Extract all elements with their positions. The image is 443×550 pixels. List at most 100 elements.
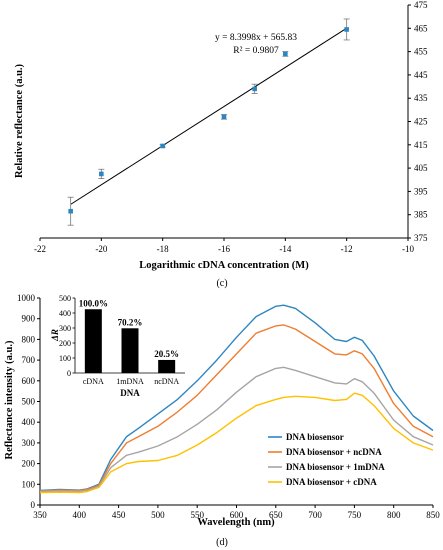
inset-category-label: cDNA	[83, 377, 104, 386]
d-legend-entry: DNA biosensor + ncDNA	[268, 447, 382, 457]
d-legend-entry: DNA biosensor	[268, 432, 344, 442]
c-x-tick-label: -14	[279, 244, 291, 254]
d-x-tick-label: 500	[151, 510, 165, 520]
inset-bar	[84, 309, 102, 373]
d-y-tick-label: 0	[31, 500, 36, 510]
d-legend: DNA biosensor DNA biosensor + ncDNA DNA bi…	[268, 432, 385, 487]
d-series-line	[39, 324, 434, 492]
inset-bar-value-label: 100.0%	[79, 298, 108, 308]
d-y-tick-label: 700	[22, 355, 36, 365]
d-legend-label: DNA biosensor + ncDNA	[286, 447, 382, 457]
inset-y-label: ΔR	[50, 329, 60, 342]
c-x-tick-label: -18	[157, 244, 169, 254]
c-y-tick-label: 425	[414, 117, 428, 127]
inset-y-tick-label: 100	[59, 354, 71, 363]
d-legend-entry: DNA biosensor + cDNA	[268, 477, 377, 487]
inset-y-tick-label: 400	[59, 309, 71, 318]
c-x-tick-label: -16	[218, 244, 230, 254]
inset-bar-value-label: 20.5%	[154, 349, 179, 359]
inset-bar	[121, 328, 139, 373]
inset-bar-group: 70.2% 1mDNA	[116, 317, 144, 386]
inset-bar-group: 20.5% ncDNA	[154, 349, 179, 386]
c-data-point	[282, 51, 289, 57]
inset-y-tick-label: 200	[59, 339, 71, 348]
c-point-marker	[68, 208, 73, 214]
c-fit-line	[70, 27, 347, 205]
d-series-line	[39, 366, 434, 493]
inset-bar-chart: 0 100 200 300 400 500 100.0% cDNA 70.2% 1mDNA 20.…	[50, 294, 185, 398]
d-y-tick-label: 900	[22, 314, 36, 324]
d-x-tick-label: 400	[73, 510, 87, 520]
d-x-tick-label: 550	[190, 510, 204, 520]
c-y-tick-label: 455	[414, 47, 428, 57]
c-data-point	[251, 83, 258, 94]
inset-y-tick-label: 500	[59, 294, 71, 303]
inset-bar-value-label: 70.2%	[118, 317, 143, 327]
inset-x-label: DNA	[120, 388, 140, 398]
d-y-tick-label: 600	[22, 376, 36, 386]
c-x-tick-label: -12	[341, 244, 353, 254]
c-point-marker	[160, 143, 165, 149]
d-y-tick-label: 100	[22, 479, 36, 489]
d-y-tick-label: 200	[22, 459, 36, 469]
d-legend-label: DNA biosensor + 1mDNA	[286, 462, 385, 472]
c-x-tick-label: -10	[402, 244, 414, 254]
c-y-tick-label: 375	[414, 233, 428, 243]
c-y-tick-label: 465	[414, 23, 428, 33]
inset-y-tick-label: 0	[67, 369, 71, 378]
inset-category-label: 1mDNA	[116, 377, 144, 386]
d-y-tick-label: 800	[22, 334, 36, 344]
c-data-point	[98, 168, 105, 179]
d-series-line	[39, 304, 434, 492]
c-x-tick-label: -22	[34, 244, 46, 254]
d-x-tick-label: 350	[33, 510, 47, 520]
d-x-tick-label: 450	[112, 510, 126, 520]
c-y-tick-label: 475	[414, 0, 428, 10]
d-y-tick-label: 400	[22, 417, 36, 427]
c-panel-label: (c)	[216, 278, 227, 289]
c-data-point	[67, 196, 74, 226]
d-x-tick-label: 800	[387, 510, 401, 520]
d-x-label: Wavelength (nm)	[197, 517, 275, 528]
c-data-point	[159, 143, 166, 149]
inset-category-label: ncDNA	[154, 377, 179, 386]
reflectance-spectra-chart: 350 400 450 500 550 600 650 700 750 800 850 0 100 20…	[4, 293, 440, 548]
c-point-marker	[99, 171, 104, 177]
c-y-label: Relative reflectance (a.u.)	[14, 63, 25, 178]
c-x-tick-label: -20	[95, 244, 107, 254]
d-y-label: Reflectance intensity (a.u.)	[4, 340, 15, 459]
d-legend-label: DNA biosensor	[286, 432, 344, 442]
c-x-label: Logarithmic cDNA concentration (M)	[139, 260, 309, 271]
d-series-line	[39, 392, 434, 494]
inset-bar-group: 100.0% cDNA	[79, 298, 108, 386]
d-y-tick-label: 1000	[17, 293, 36, 303]
calibration-chart: -22 -20 -18 -16 -14 -12 -10 375 385 395 405 415 425…	[14, 0, 428, 289]
c-equation: y = 8.3998x + 565.83	[215, 33, 297, 43]
c-y-tick-label: 405	[414, 163, 428, 173]
d-panel-label: (d)	[216, 537, 228, 548]
inset-bar	[158, 359, 176, 373]
d-x-tick-label: 750	[348, 510, 362, 520]
inset-y-tick-label: 300	[59, 324, 71, 333]
d-x-tick-label: 850	[426, 510, 440, 520]
c-data-point	[221, 114, 227, 120]
d-y-tick-label: 300	[22, 438, 36, 448]
c-y-tick-label: 385	[414, 210, 428, 220]
c-y-tick-label: 435	[414, 93, 428, 103]
c-point-marker	[344, 27, 349, 32]
c-y-tick-label: 445	[414, 70, 428, 80]
c-y-tick-label: 415	[414, 140, 428, 150]
c-y-tick-label: 395	[414, 186, 428, 196]
c-data-point	[343, 18, 350, 41]
c-point-marker	[283, 51, 288, 57]
d-x-tick-label: 700	[308, 510, 322, 520]
d-x-tick-label: 600	[230, 510, 244, 520]
d-legend-label: DNA biosensor + cDNA	[286, 477, 377, 487]
c-point-marker	[221, 114, 227, 120]
d-y-tick-label: 500	[22, 397, 36, 407]
d-legend-entry: DNA biosensor + 1mDNA	[268, 462, 385, 472]
c-point-marker	[252, 86, 257, 92]
d-x-tick-label: 650	[269, 510, 283, 520]
c-r-squared: R² = 0.9807	[233, 46, 279, 56]
